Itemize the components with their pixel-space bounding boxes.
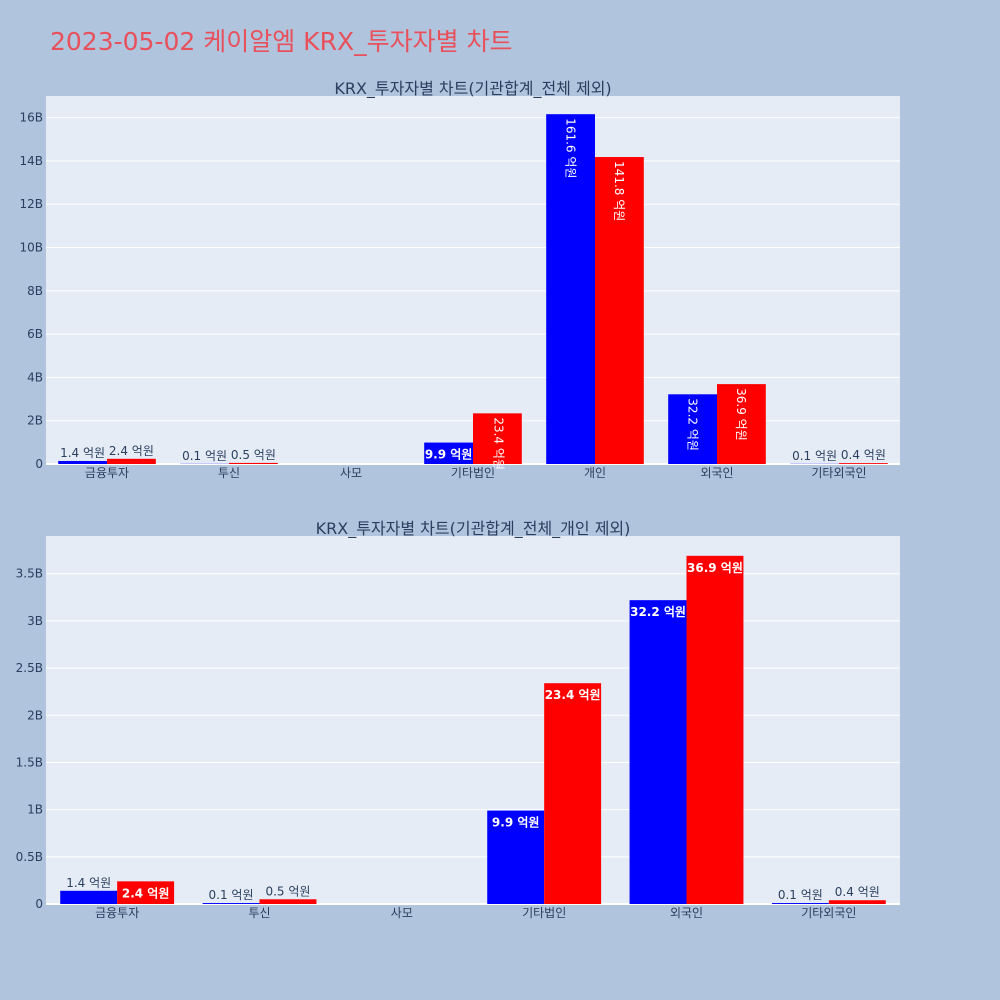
y-tick-label: 8B xyxy=(27,284,43,298)
x-tick-label: 투신 xyxy=(248,906,270,920)
data-label: 0.1 억원 xyxy=(182,449,227,463)
bar xyxy=(546,114,595,464)
y-tick-label: 2B xyxy=(27,708,43,722)
bar xyxy=(487,810,545,904)
bar xyxy=(629,600,687,904)
page-title: 2023-05-02 케이알엠 KRX_투자자별 차트 xyxy=(50,27,513,56)
y-tick-label: 14B xyxy=(19,154,43,168)
data-label: 1.4 억원 xyxy=(66,876,111,890)
y-tick-label: 1B xyxy=(27,803,43,817)
chart-title: KRX_투자자별 차트(기관합계_전체_개인 제외) xyxy=(316,519,631,539)
x-tick-label: 개인 xyxy=(584,466,606,480)
bar xyxy=(771,903,829,904)
y-tick-label: 3B xyxy=(27,614,43,628)
y-tick-label: 3.5B xyxy=(16,567,43,581)
bar xyxy=(839,463,888,464)
y-tick-label: 16B xyxy=(19,111,43,125)
data-label: 0.1 억원 xyxy=(209,888,254,902)
x-tick-label: 금융투자 xyxy=(95,906,139,920)
bar xyxy=(202,903,260,904)
data-label: 0.5 억원 xyxy=(231,448,276,462)
data-label: 36.9 억원 xyxy=(687,561,743,575)
y-tick-label: 0.5B xyxy=(16,850,43,864)
x-tick-label: 외국인 xyxy=(670,906,703,920)
data-label: 1.4 억원 xyxy=(60,446,105,460)
data-label: 0.4 억원 xyxy=(841,448,886,462)
data-label: 9.9 억원 xyxy=(425,448,473,462)
data-label: 0.4 억원 xyxy=(835,885,880,899)
y-tick-label: 0 xyxy=(35,897,43,911)
bar xyxy=(595,157,644,464)
data-label: 32.2 억원 xyxy=(630,605,686,619)
data-label: 161.6 억원 xyxy=(563,118,577,178)
x-tick-label: 기타외국인 xyxy=(811,466,866,480)
x-tick-label: 기타외국인 xyxy=(801,906,856,920)
x-tick-label: 투신 xyxy=(218,466,240,480)
bar xyxy=(107,458,156,464)
data-label: 141.8 억원 xyxy=(612,161,626,221)
bar xyxy=(544,683,602,904)
y-tick-label: 2.5B xyxy=(16,661,43,675)
bar xyxy=(424,442,473,464)
bar xyxy=(717,384,766,464)
data-label: 23.4 억원 xyxy=(545,688,601,702)
y-tick-label: 12B xyxy=(19,197,43,211)
y-tick-label: 0 xyxy=(35,457,43,471)
data-label: 32.2 억원 xyxy=(685,398,699,451)
x-tick-label: 사모 xyxy=(340,466,362,480)
x-tick-label: 사모 xyxy=(391,906,413,920)
bar xyxy=(58,460,107,464)
data-label: 36.9 억원 xyxy=(734,388,748,441)
bar xyxy=(229,462,278,464)
data-label: 2.4 억원 xyxy=(109,444,154,458)
chart-top: KRX_투자자별 차트(기관합계_전체 제외) 0 2B 4B 6B 8B 10B 12B 14… xyxy=(19,79,900,480)
x-tick-label: 기타법인 xyxy=(522,906,566,920)
bar xyxy=(473,413,522,464)
chart-title: KRX_투자자별 차트(기관합계_전체 제외) xyxy=(334,79,611,99)
data-label: 0.5 억원 xyxy=(265,884,310,898)
data-label: 0.1 억원 xyxy=(778,888,823,902)
bar xyxy=(259,899,317,904)
y-tick-label: 1.5B xyxy=(16,755,43,769)
data-label: 0.1 억원 xyxy=(792,449,837,463)
bar xyxy=(60,890,118,904)
bar xyxy=(828,900,886,904)
data-label: 2.4 억원 xyxy=(122,886,170,900)
y-tick-label: 4B xyxy=(27,370,43,384)
data-label: 23.4 억원 xyxy=(491,417,505,470)
x-tick-label: 금융투자 xyxy=(85,466,129,480)
x-tick-label: 기타법인 xyxy=(451,466,495,480)
x-tick-label: 외국인 xyxy=(700,466,733,480)
y-tick-label: 2B xyxy=(27,414,43,428)
bar xyxy=(668,394,717,464)
y-tick-label: 6B xyxy=(27,327,43,341)
y-tick-label: 10B xyxy=(19,241,43,255)
bar xyxy=(686,555,744,904)
bar xyxy=(117,881,175,904)
data-label: 9.9 억원 xyxy=(492,816,540,830)
plot-area xyxy=(46,536,900,904)
